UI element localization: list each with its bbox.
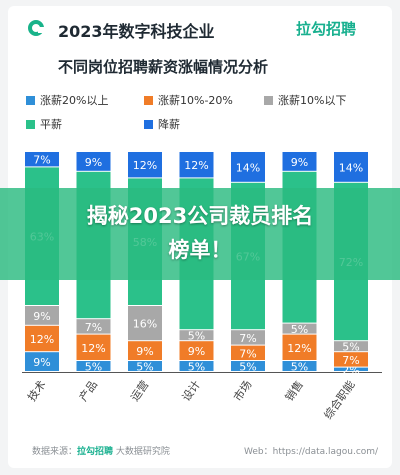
- category-label: 设计: [180, 378, 203, 403]
- bar-segment: [128, 361, 162, 371]
- data-label: 12%: [184, 159, 208, 172]
- legend-label: 降薪: [158, 118, 180, 131]
- legend-item: 平薪: [26, 116, 62, 132]
- bar-segment: [334, 367, 368, 371]
- category-label: 销售: [282, 378, 306, 404]
- data-label: 9%: [188, 345, 205, 358]
- bar-segment: [76, 334, 111, 360]
- data-label: 9%: [33, 356, 50, 369]
- legend-label: 涨薪10%-20%: [158, 94, 233, 107]
- footer-source-brand: 拉勾招聘: [77, 447, 114, 457]
- data-label: 12%: [133, 159, 157, 172]
- chart-subtitle: 不同岗位招聘薪资涨幅情况分析: [58, 58, 269, 76]
- category-label: 综合职能: [321, 378, 358, 422]
- bar-segment: [179, 341, 214, 360]
- data-label: 7%: [342, 354, 359, 367]
- data-label: 5%: [188, 361, 205, 374]
- bar-segment: [231, 152, 265, 182]
- bar-segment: [282, 323, 317, 334]
- data-label: 14%: [339, 161, 363, 174]
- bar-segment: [179, 361, 214, 371]
- data-label: 2%: [342, 364, 359, 377]
- legend-label: 平薪: [40, 118, 62, 131]
- data-label: 9%: [136, 345, 153, 358]
- footer-web: Web：https://data.lagou.com/: [244, 447, 379, 457]
- data-label: 7%: [239, 347, 256, 360]
- data-label: 9%: [33, 310, 50, 323]
- data-label: 7%: [85, 321, 102, 334]
- data-label: 5%: [239, 361, 256, 374]
- bar-segment: [334, 352, 368, 367]
- category-label: 运营: [127, 378, 151, 404]
- data-label: 5%: [291, 361, 308, 374]
- legend-swatch: [26, 95, 35, 105]
- bar-segment: [25, 325, 59, 352]
- data-label: 12%: [81, 342, 105, 355]
- bar-segment: [334, 341, 368, 352]
- bar-segment: [25, 152, 59, 167]
- bar-segment: [128, 341, 162, 360]
- banner-title-line2: 榜单！: [168, 238, 232, 262]
- data-label: 7%: [33, 154, 50, 167]
- logo-icon: [28, 20, 44, 36]
- data-label: 5%: [291, 323, 308, 336]
- legend-swatch: [144, 119, 153, 129]
- footer-source-rest: 大数据研究院: [115, 447, 170, 457]
- bar-segment: [128, 152, 162, 178]
- data-label: 9%: [291, 156, 308, 169]
- bar-segment: [179, 330, 214, 341]
- banner-title-line1: 揭秘2023公司裁员排名: [86, 204, 314, 228]
- banner-overlay: [0, 188, 400, 280]
- legend-swatch: [144, 95, 153, 105]
- category-label: 产品: [76, 378, 100, 404]
- legend-label: 涨薪10%以下: [278, 94, 347, 107]
- footer-source-label: 数据来源：: [32, 447, 78, 457]
- legend-item: 涨薪10%以下: [264, 92, 346, 108]
- data-label: 14%: [236, 161, 260, 174]
- data-label: 5%: [342, 341, 359, 354]
- bar-segment: [282, 361, 317, 371]
- data-label: 5%: [85, 361, 102, 374]
- legend-item: 涨薪10%-20%: [144, 92, 233, 108]
- bar-segment: [76, 361, 111, 371]
- category-label: 市场: [230, 378, 254, 404]
- bar-segment: [282, 152, 317, 171]
- data-label: 5%: [188, 330, 205, 343]
- bar-segment: [231, 361, 265, 371]
- data-label: 12%: [287, 342, 311, 355]
- bar-segment: [25, 306, 59, 325]
- bar-segment: [282, 334, 317, 360]
- legend-swatch: [26, 119, 35, 129]
- brand-logo: 拉勾招聘: [296, 20, 357, 38]
- bar-segment: [76, 319, 111, 334]
- bar-segment: [25, 352, 59, 371]
- bar-segment: [231, 345, 265, 360]
- legend: 涨薪20%以上 涨薪10%-20% 涨薪10%以下平薪 降薪: [26, 92, 386, 138]
- bar-segment: [179, 152, 214, 178]
- bar-segment: [334, 152, 368, 182]
- chart-title: 2023年数字科技企业: [58, 22, 215, 41]
- legend-item: 降薪: [144, 116, 180, 132]
- data-label: 5%: [136, 361, 153, 374]
- bar-segment: [76, 152, 111, 171]
- legend-label: 涨薪20%以上: [40, 94, 109, 107]
- bar-segment: [231, 330, 265, 345]
- legend-swatch: [264, 95, 273, 105]
- data-label: 9%: [85, 156, 102, 169]
- footer-source: 数据来源：拉勾招聘 大数据研究院: [32, 444, 170, 457]
- data-label: 12%: [30, 333, 54, 346]
- data-label: 7%: [239, 332, 256, 345]
- category-label: 技术: [25, 378, 48, 403]
- bar-segment: [128, 306, 162, 341]
- legend-item: 涨薪20%以上: [26, 92, 108, 108]
- data-label: 16%: [133, 318, 157, 331]
